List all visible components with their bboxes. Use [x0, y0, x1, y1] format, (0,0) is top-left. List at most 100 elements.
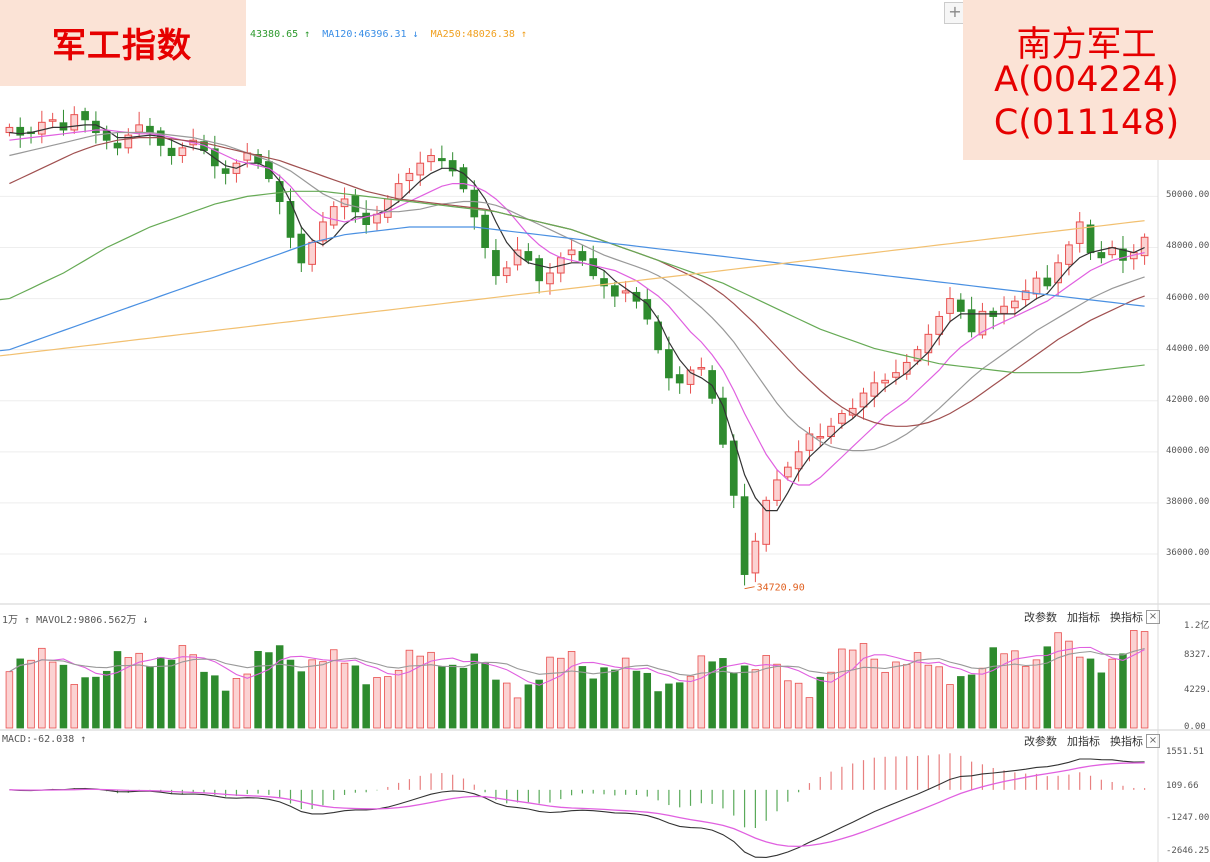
- volume-bar-up: [1108, 658, 1116, 729]
- candle-down: [470, 189, 479, 218]
- candles: [5, 106, 1149, 586]
- edit-params-button[interactable]: 改参数: [1024, 611, 1057, 624]
- volume-bar-up: [881, 671, 889, 729]
- volume-bar-up: [1075, 656, 1084, 729]
- candle-up: [1032, 277, 1041, 295]
- volume-bar-down: [492, 679, 500, 729]
- macd-close-icon[interactable]: ×: [1146, 734, 1160, 748]
- ma-lines: [0, 124, 1145, 512]
- volume-ma1-line: [9, 646, 1145, 686]
- candle-down: [600, 278, 608, 287]
- volume-close-icon[interactable]: ×: [1146, 610, 1160, 624]
- candle-down: [351, 195, 360, 213]
- candle-up: [697, 367, 706, 370]
- volume-bar-up: [913, 652, 922, 729]
- volume-bar-up: [513, 697, 522, 729]
- candle-up: [686, 369, 695, 385]
- volume-bar-down: [816, 676, 825, 729]
- candle-down: [438, 158, 446, 162]
- macd-add-indicator-button[interactable]: 加指标: [1067, 735, 1100, 748]
- candle-down: [16, 126, 25, 136]
- volume-bar-up: [621, 657, 630, 729]
- candle-up: [394, 183, 403, 200]
- volume-bar-down: [470, 653, 479, 729]
- candle-up: [870, 382, 879, 397]
- macd-tick-label: -2646.25: [1166, 846, 1210, 856]
- volume-bar-down: [146, 666, 154, 729]
- candle-up: [567, 249, 576, 256]
- price-tick-label: 40000.00: [1166, 445, 1210, 456]
- candle-up: [373, 213, 381, 224]
- volume-bar-up: [686, 675, 695, 729]
- candle-up: [37, 121, 46, 135]
- candle-up: [48, 119, 57, 122]
- macd-dif-line: [9, 758, 1145, 858]
- candle-up: [329, 206, 338, 226]
- candle-up: [1054, 262, 1062, 284]
- macd-tick-label: -1247.00: [1166, 813, 1210, 824]
- candle-up: [816, 436, 825, 439]
- candle-up: [621, 290, 630, 294]
- candle-up: [427, 155, 435, 163]
- volume-bar-up: [48, 661, 57, 729]
- volume-bar-down: [167, 659, 176, 729]
- volume-bar-up: [978, 667, 987, 729]
- add-indicator-button[interactable]: 加指标: [1067, 611, 1100, 624]
- candle-up: [924, 333, 933, 354]
- volume-bar-up: [1021, 666, 1030, 729]
- volume-bar-down: [1086, 658, 1095, 729]
- candle-down: [448, 160, 457, 172]
- volume-bar-down: [481, 662, 489, 729]
- volume-bar-up: [340, 662, 349, 729]
- candle-up: [913, 349, 922, 362]
- price-tick-label: 44000.00: [1166, 343, 1210, 354]
- volume-bar-down: [967, 674, 976, 729]
- candle-down: [113, 142, 122, 149]
- macd-switch-indicator-button[interactable]: 换指标: [1110, 735, 1143, 748]
- candle-down: [59, 122, 68, 131]
- volume-bar-up: [135, 652, 143, 729]
- volume-bar-up: [1000, 653, 1008, 729]
- candle-up: [70, 114, 79, 131]
- candle-down: [665, 349, 673, 379]
- volume-bar-down: [611, 669, 619, 729]
- candle-up: [5, 126, 14, 134]
- fund-code-c: C(011148): [993, 103, 1180, 143]
- volume-bar-down: [719, 658, 727, 729]
- ma60-line: [9, 190, 1145, 374]
- volume-bar-up: [773, 663, 781, 729]
- candle-up: [546, 272, 554, 285]
- candle-up: [405, 172, 414, 182]
- volume-bar-up: [697, 655, 706, 729]
- volume-bar-up: [892, 661, 900, 729]
- volume-bar-down: [113, 651, 122, 729]
- candle-up: [838, 413, 846, 424]
- candle-down: [167, 147, 176, 157]
- volume-bar-down: [535, 679, 543, 729]
- candle-down: [481, 214, 489, 248]
- candle-up: [416, 162, 425, 176]
- switch-indicator-button[interactable]: 换指标: [1110, 611, 1143, 624]
- candle-down: [102, 130, 111, 141]
- add-button[interactable]: +: [944, 2, 966, 24]
- ma30-line: [9, 137, 1145, 427]
- volume-bar-down: [957, 676, 965, 729]
- candle-up: [881, 379, 889, 384]
- candle-down: [967, 309, 976, 333]
- candle-down: [524, 251, 533, 261]
- volume-bar-up: [38, 647, 46, 729]
- macd-edit-params-button[interactable]: 改参数: [1024, 735, 1057, 748]
- chart-title: 军工指数: [52, 26, 192, 66]
- volume-bar-down: [81, 677, 89, 729]
- volume-bar-up: [870, 658, 879, 729]
- candle-up: [794, 451, 803, 470]
- volume-bar-down: [254, 650, 262, 729]
- price-tick-label: 46000.00: [1166, 292, 1210, 303]
- low-annotation: 34720.90: [757, 583, 805, 594]
- grid: [0, 160, 1210, 862]
- price-tick-label: 48000.00: [1166, 241, 1210, 252]
- volume-bar-up: [946, 684, 954, 729]
- volume-bar-up: [784, 680, 792, 729]
- candle-up: [1000, 305, 1008, 314]
